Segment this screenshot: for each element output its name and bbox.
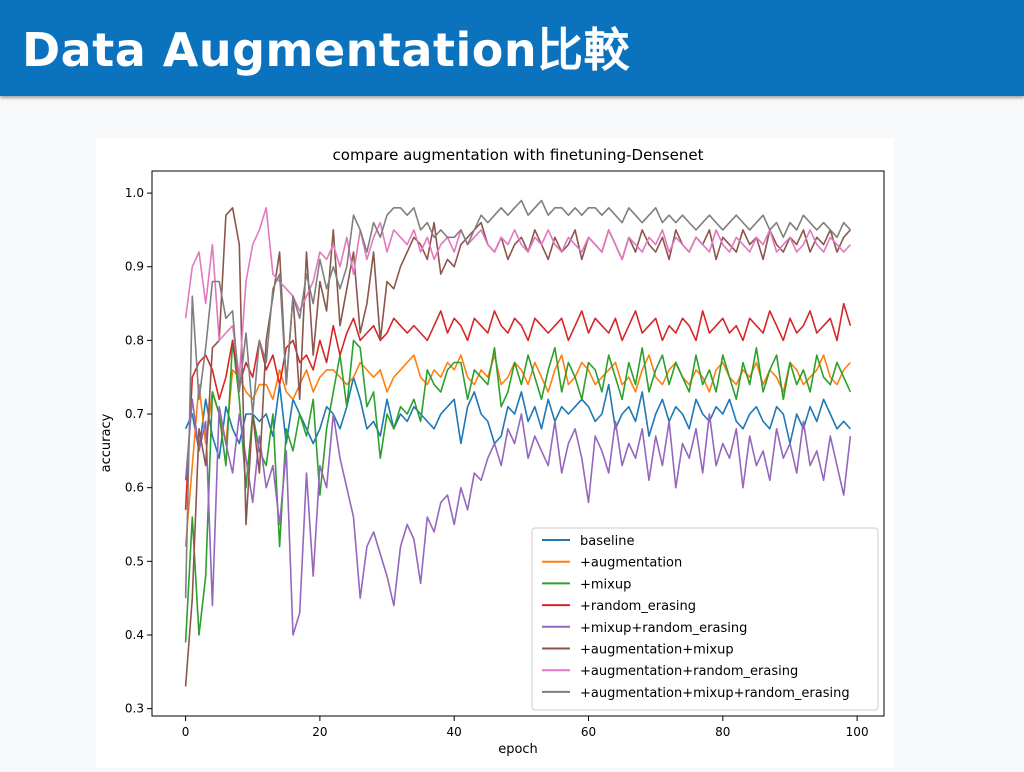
x-tick-label: 100 (846, 725, 869, 739)
legend-box (531, 527, 879, 711)
slide-header: Data Augmentation比較 (0, 0, 1024, 96)
line-chart: compare augmentation with finetuning-Den… (99, 146, 885, 757)
series-line-augmentation-mixup-random-erasing (184, 199, 851, 599)
y-axis: 0.3 0.4 0.5 0.6 0.7 0.8 0.9 1.0 (125, 186, 152, 716)
x-tick-label: 20 (312, 725, 327, 739)
y-tick-label: 0.4 (125, 628, 144, 642)
y-tick-label: 1.0 (125, 186, 144, 200)
legend-label: +mixup+random_erasing (580, 621, 747, 636)
series-lines (184, 199, 852, 687)
x-tick-label: 0 (182, 725, 190, 739)
series-line-mixup (184, 339, 852, 643)
y-tick-label: 0.8 (125, 333, 144, 347)
x-axis-label: epoch (498, 742, 538, 757)
y-tick-label: 0.7 (125, 407, 144, 421)
legend-label: +augmentation+mixup+random_erasing (580, 686, 850, 701)
legend-label: +augmentation+random_erasing (580, 664, 798, 679)
y-tick-label: 0.5 (125, 554, 144, 568)
chart-panel: compare augmentation with finetuning-Den… (96, 138, 894, 768)
x-tick-label: 60 (581, 725, 596, 739)
chart-title: compare augmentation with finetuning-Den… (333, 146, 704, 164)
legend-label: baseline (580, 534, 634, 549)
legend-label: +augmentation (580, 556, 682, 571)
legend-label: +augmentation+mixup (580, 643, 734, 658)
y-tick-label: 0.9 (125, 260, 144, 274)
legend: baseline+augmentation+mixup+random_erasi… (531, 527, 879, 711)
legend-label: +random_erasing (580, 599, 696, 614)
series-line-augmentation-random-erasing (184, 207, 851, 378)
series-line-mixup-random-erasing (184, 398, 852, 636)
x-axis: 0 20 40 60 80 100 (182, 716, 869, 739)
x-tick-label: 40 (447, 725, 462, 739)
y-tick-label: 0.3 (125, 702, 144, 716)
series-line-baseline (184, 376, 851, 460)
legend-label: +mixup (580, 577, 631, 592)
slide-title: Data Augmentation比較 (22, 23, 631, 77)
series-line-random-erasing (184, 302, 852, 510)
y-tick-label: 0.6 (125, 481, 144, 495)
x-tick-label: 80 (715, 725, 730, 739)
plot-frame (151, 170, 885, 717)
y-axis-label: accuracy (99, 413, 114, 472)
